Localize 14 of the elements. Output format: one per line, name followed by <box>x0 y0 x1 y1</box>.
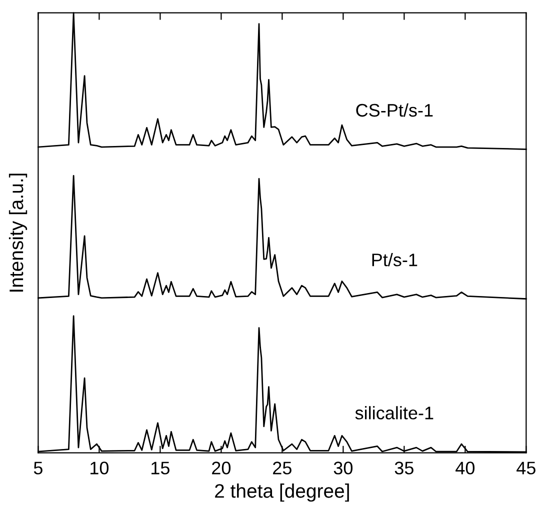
x-tick-label: 20 <box>212 462 231 474</box>
y-axis-title: Intensity [a.u.] <box>8 174 28 292</box>
series-label: silicalite-1 <box>355 406 434 420</box>
x-tick-label: 30 <box>334 462 353 474</box>
x-axis-title: 2 theta [degree] <box>215 484 349 502</box>
x-tick-label: 15 <box>152 462 170 474</box>
x-tick-label: 25 <box>273 462 292 474</box>
series-label: Pt/s-1 <box>372 253 418 266</box>
x-tick-label: 40 <box>456 462 475 474</box>
x-tick-label: 10 <box>90 462 109 474</box>
x-tick-label: 45 <box>516 462 536 474</box>
x-tick-label: 35 <box>394 462 414 474</box>
x-tick-label: 5 <box>34 462 42 474</box>
series-label: CS-Pt/s-1 <box>356 103 433 117</box>
